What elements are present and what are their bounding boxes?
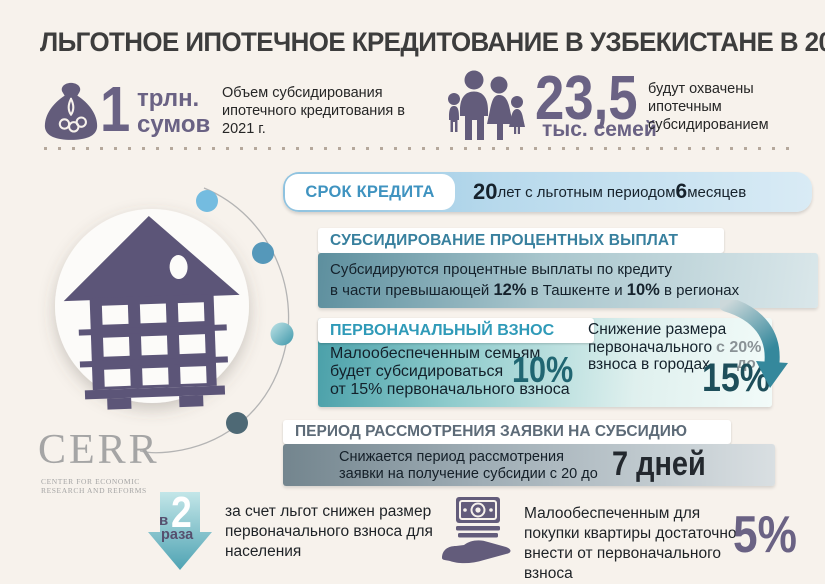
loan-term-years-value: 20 (473, 179, 498, 204)
reduction-text: за счет льгот снижен размер первоначальн… (225, 503, 433, 560)
interest-subsidy-label: СУБСИДИРОВАНИЕ ПРОЦЕНТНЫХ ВЫПЛАТ (318, 228, 724, 253)
review-period-text: Снижается период рассмотрения заявки на … (339, 449, 598, 482)
families-description: будут охвачены ипотечным субсидированием (648, 81, 769, 133)
subsidy-volume-unit: трлн. сумов (137, 85, 211, 138)
down-arrow-icon (148, 492, 212, 570)
page-title: ЛЬГОТНОЕ ИПОТЕЧНОЕ КРЕДИТОВАНИЕ В УЗБЕКИ… (40, 27, 825, 57)
cerr-logo-subtitle: CENTER FOR ECONOMIC RESEARCH AND REFORMS (41, 477, 147, 495)
families-count-unit: тыс. семей (542, 118, 657, 141)
house-icon (63, 216, 240, 410)
house-illustration (55, 187, 294, 454)
families-count-value: 23,5 (535, 64, 638, 133)
family-icon (448, 70, 525, 140)
orbit-dot-2 (252, 242, 274, 264)
interest-subsidy-text: Субсидируются процентные выплаты по кред… (330, 261, 740, 299)
orbit-dot-3 (270, 322, 294, 346)
low-income-text: Малообеспеченным для покупки квартиры до… (524, 505, 737, 582)
loan-term-label: СРОК КРЕДИТА (285, 174, 455, 210)
down-payment-subsidy-value: 10% (512, 349, 574, 390)
cerr-logo: CERR (38, 427, 160, 473)
orbit-dot-1 (196, 190, 218, 212)
down-payment-from-value: с 20% (716, 339, 762, 356)
down-payment-to-word: до (737, 355, 756, 372)
decrease-arrow-icon (720, 300, 788, 388)
regions-rate-value: 10% (626, 281, 660, 299)
loan-term-months-value: 6 (675, 180, 688, 203)
down-payment-right-text: Снижение размера первоначального взноса … (588, 321, 727, 373)
loan-term-bar: СРОК КРЕДИТА 20 лет с льготным периодом … (283, 172, 812, 212)
reduction-prefix: в (159, 512, 169, 529)
review-period-panel: Снижается период рассмотрения заявки на … (283, 444, 775, 486)
tashkent-rate-value: 12% (493, 281, 527, 299)
down-payment-left-text: Малообеспеченным семьям будет субсидиров… (330, 345, 570, 398)
reduction-suffix: раза (161, 527, 194, 543)
interest-subsidy-panel: Субсидируются процентные выплаты по кред… (318, 253, 818, 308)
orbit-dot-4 (226, 412, 248, 434)
review-period-label: ПЕРИОД РАССМОТРЕНИЯ ЗАЯВКИ НА СУБСИДИЮ (283, 420, 731, 444)
dotted-separator (44, 147, 792, 150)
loan-term-text: 20 лет с льготным периодом 6 месяцев (473, 179, 747, 204)
orbit-arc (139, 187, 290, 454)
money-bag-icon (44, 82, 98, 140)
review-period-value: 7 дней (612, 445, 706, 483)
reduction-value: 2 (171, 488, 192, 537)
subsidy-volume-value: 1 (100, 73, 131, 145)
money-hand-icon (442, 497, 511, 564)
down-payment-label: ПЕРВОНАЧАЛЬНЫЙ ВЗНОС (318, 318, 594, 343)
low-income-value: 5% (733, 506, 797, 564)
subsidy-volume-description: Объем субсидирования ипотечного кредитов… (222, 85, 405, 137)
